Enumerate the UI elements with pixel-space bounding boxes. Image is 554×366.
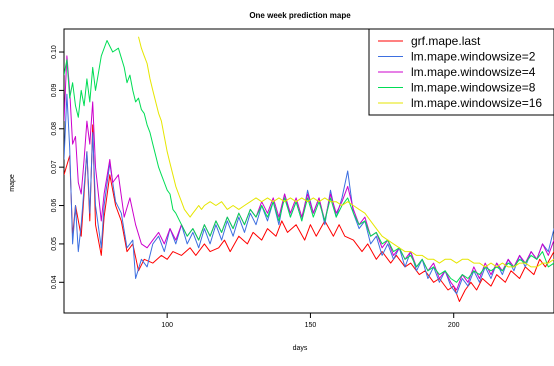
y-tick-label: 0.06 xyxy=(51,199,58,213)
legend-label-1: lm.mape.windowsize=2 xyxy=(411,50,536,64)
x-tick-label: 100 xyxy=(161,322,173,329)
series-line-3 xyxy=(64,40,554,283)
y-tick-label: 0.08 xyxy=(51,122,58,136)
legend-label-3: lm.mape.windowsize=8 xyxy=(411,81,536,95)
chart-title: One week prediction mape xyxy=(249,11,351,20)
x-tick-label: 150 xyxy=(305,322,317,329)
y-axis-title: mape xyxy=(9,174,16,192)
series-line-2 xyxy=(64,55,554,291)
y-tick-label: 0.07 xyxy=(51,160,58,174)
legend-label-2: lm.mape.windowsize=4 xyxy=(411,65,536,79)
x-tick-label: 200 xyxy=(448,322,460,329)
plot-frame xyxy=(63,28,554,314)
x-axis: 100 150 200 xyxy=(161,313,460,329)
x-axis-title: days xyxy=(293,345,308,352)
legend: grf.mape.lastlm.mape.windowsize=2lm.mape… xyxy=(368,28,554,116)
y-axis: 0.04 0.05 0.06 0.07 0.08 0.09 0.10 xyxy=(51,45,64,289)
legend-label-4: lm.mape.windowsize=16 xyxy=(411,96,542,110)
y-tick-label: 0.09 xyxy=(51,83,58,97)
y-tick-label: 0.05 xyxy=(51,237,58,251)
legend-label-0: grf.mape.last xyxy=(411,34,481,48)
y-tick-label: 0.10 xyxy=(51,45,58,59)
y-tick-label: 0.04 xyxy=(51,275,58,289)
series-layer xyxy=(64,36,554,302)
series-line-4 xyxy=(138,36,554,268)
